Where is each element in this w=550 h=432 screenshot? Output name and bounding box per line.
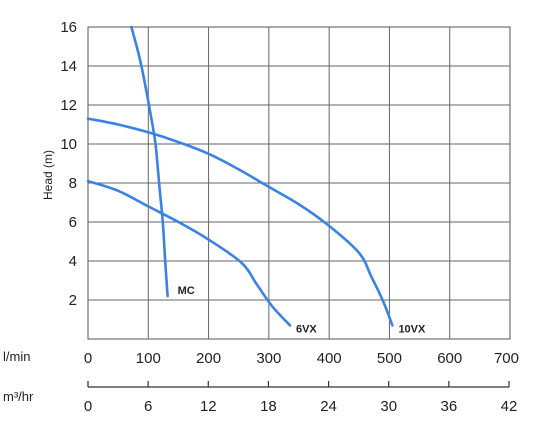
x-tick-label: 300 (256, 350, 281, 367)
x-tick-labels: 0 100 200 300 400 500 600 700 (84, 350, 519, 367)
y-tick-label: 4 (69, 253, 77, 270)
x2-tick-label: 6 (144, 398, 152, 415)
plot-grid (87, 26, 511, 340)
secondary-x-axis: 0 6 12 18 24 30 36 42 (84, 381, 518, 415)
x-tick-label: 0 (84, 350, 92, 367)
x2-tick-label: 12 (200, 398, 217, 415)
x2-tick-label: 30 (380, 398, 397, 415)
x-tick-label: 100 (136, 350, 161, 367)
x2-axis-unit-label: m³/hr (3, 389, 34, 404)
series-line-10vx (86, 117, 394, 327)
y-tick-label: 6 (69, 214, 77, 231)
x-tick-label: 500 (377, 350, 402, 367)
x-tick-label: 400 (317, 350, 342, 367)
x2-tick-label: 24 (320, 398, 337, 415)
y-tick-label: 8 (69, 175, 77, 192)
y-tick-label: 12 (60, 97, 77, 114)
series-layer: MC 6VX 10VX (86, 25, 426, 335)
y-tick-label: 16 (60, 19, 77, 36)
series-line-6vx (86, 179, 292, 327)
x2-tick-label: 42 (501, 398, 518, 415)
x-axis-unit-label: l/min (3, 349, 30, 364)
x-tick-label: 600 (437, 350, 462, 367)
series-label-6vx: 6VX (296, 323, 317, 335)
y-tick-label: 14 (60, 58, 77, 75)
x2-tick-label: 18 (260, 398, 277, 415)
y-tick-label: 10 (60, 136, 77, 153)
y-tick-labels: 2 4 6 8 10 12 14 16 (60, 19, 77, 309)
x2-tick-label: 0 (84, 398, 92, 415)
series-label-mc: MC (178, 285, 195, 297)
series-label-10vx: 10VX (398, 323, 426, 335)
y-tick-label: 2 (69, 292, 77, 309)
series-line-mc (130, 25, 169, 298)
x2-tick-label: 36 (441, 398, 458, 415)
x-tick-label: 700 (494, 350, 519, 367)
y-axis-title: Head (m) (41, 150, 55, 200)
x-tick-label: 200 (196, 350, 221, 367)
